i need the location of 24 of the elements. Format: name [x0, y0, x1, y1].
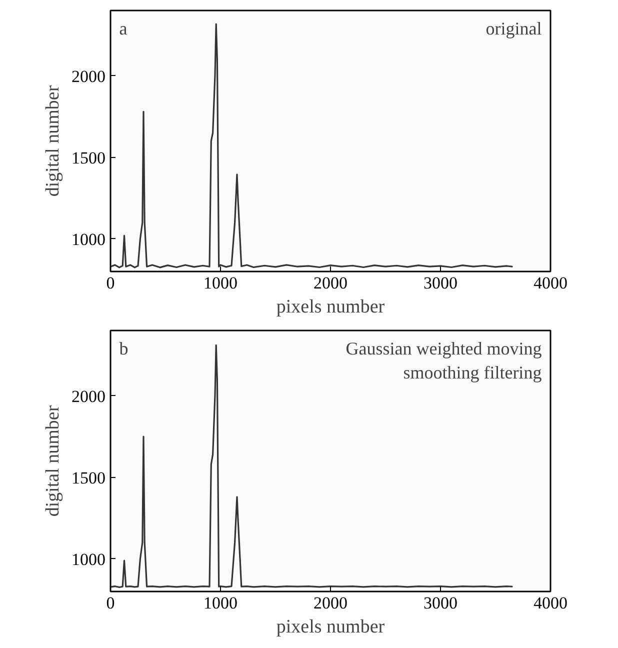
annotation: Gaussian weighted moving smoothing filtering — [346, 338, 542, 382]
x-tick-label: 0 — [106, 274, 115, 292]
y-axis-title: digital number — [42, 404, 64, 517]
x-tick-label: 2000 — [314, 274, 348, 292]
x-tick-label: 1000 — [204, 274, 238, 292]
y-tick-label: 2000 — [72, 66, 106, 86]
y-tick-label: 1000 — [72, 230, 106, 249]
y-axis-title: digital number — [42, 84, 64, 197]
y-tick-label: 2000 — [72, 386, 106, 406]
x-tick-label: 4000 — [534, 594, 568, 612]
x-tick-label: 0 — [106, 594, 115, 612]
x-tick-label: 2000 — [314, 594, 348, 612]
x-tick-label: 3000 — [424, 594, 458, 612]
x-tick-label: 1000 — [204, 594, 238, 612]
y-tick-label: 1000 — [72, 550, 106, 569]
annotation: original — [486, 18, 542, 38]
x-axis-title: pixels number — [276, 296, 386, 318]
y-tick-label: 1500 — [72, 148, 106, 168]
x-axis-title: pixels number — [276, 616, 386, 638]
annotation: b — [119, 338, 128, 358]
x-tick-label: 3000 — [424, 274, 458, 292]
x-tick-label: 4000 — [534, 274, 568, 292]
annotation: a — [119, 18, 128, 38]
y-tick-label: 1500 — [72, 468, 106, 488]
